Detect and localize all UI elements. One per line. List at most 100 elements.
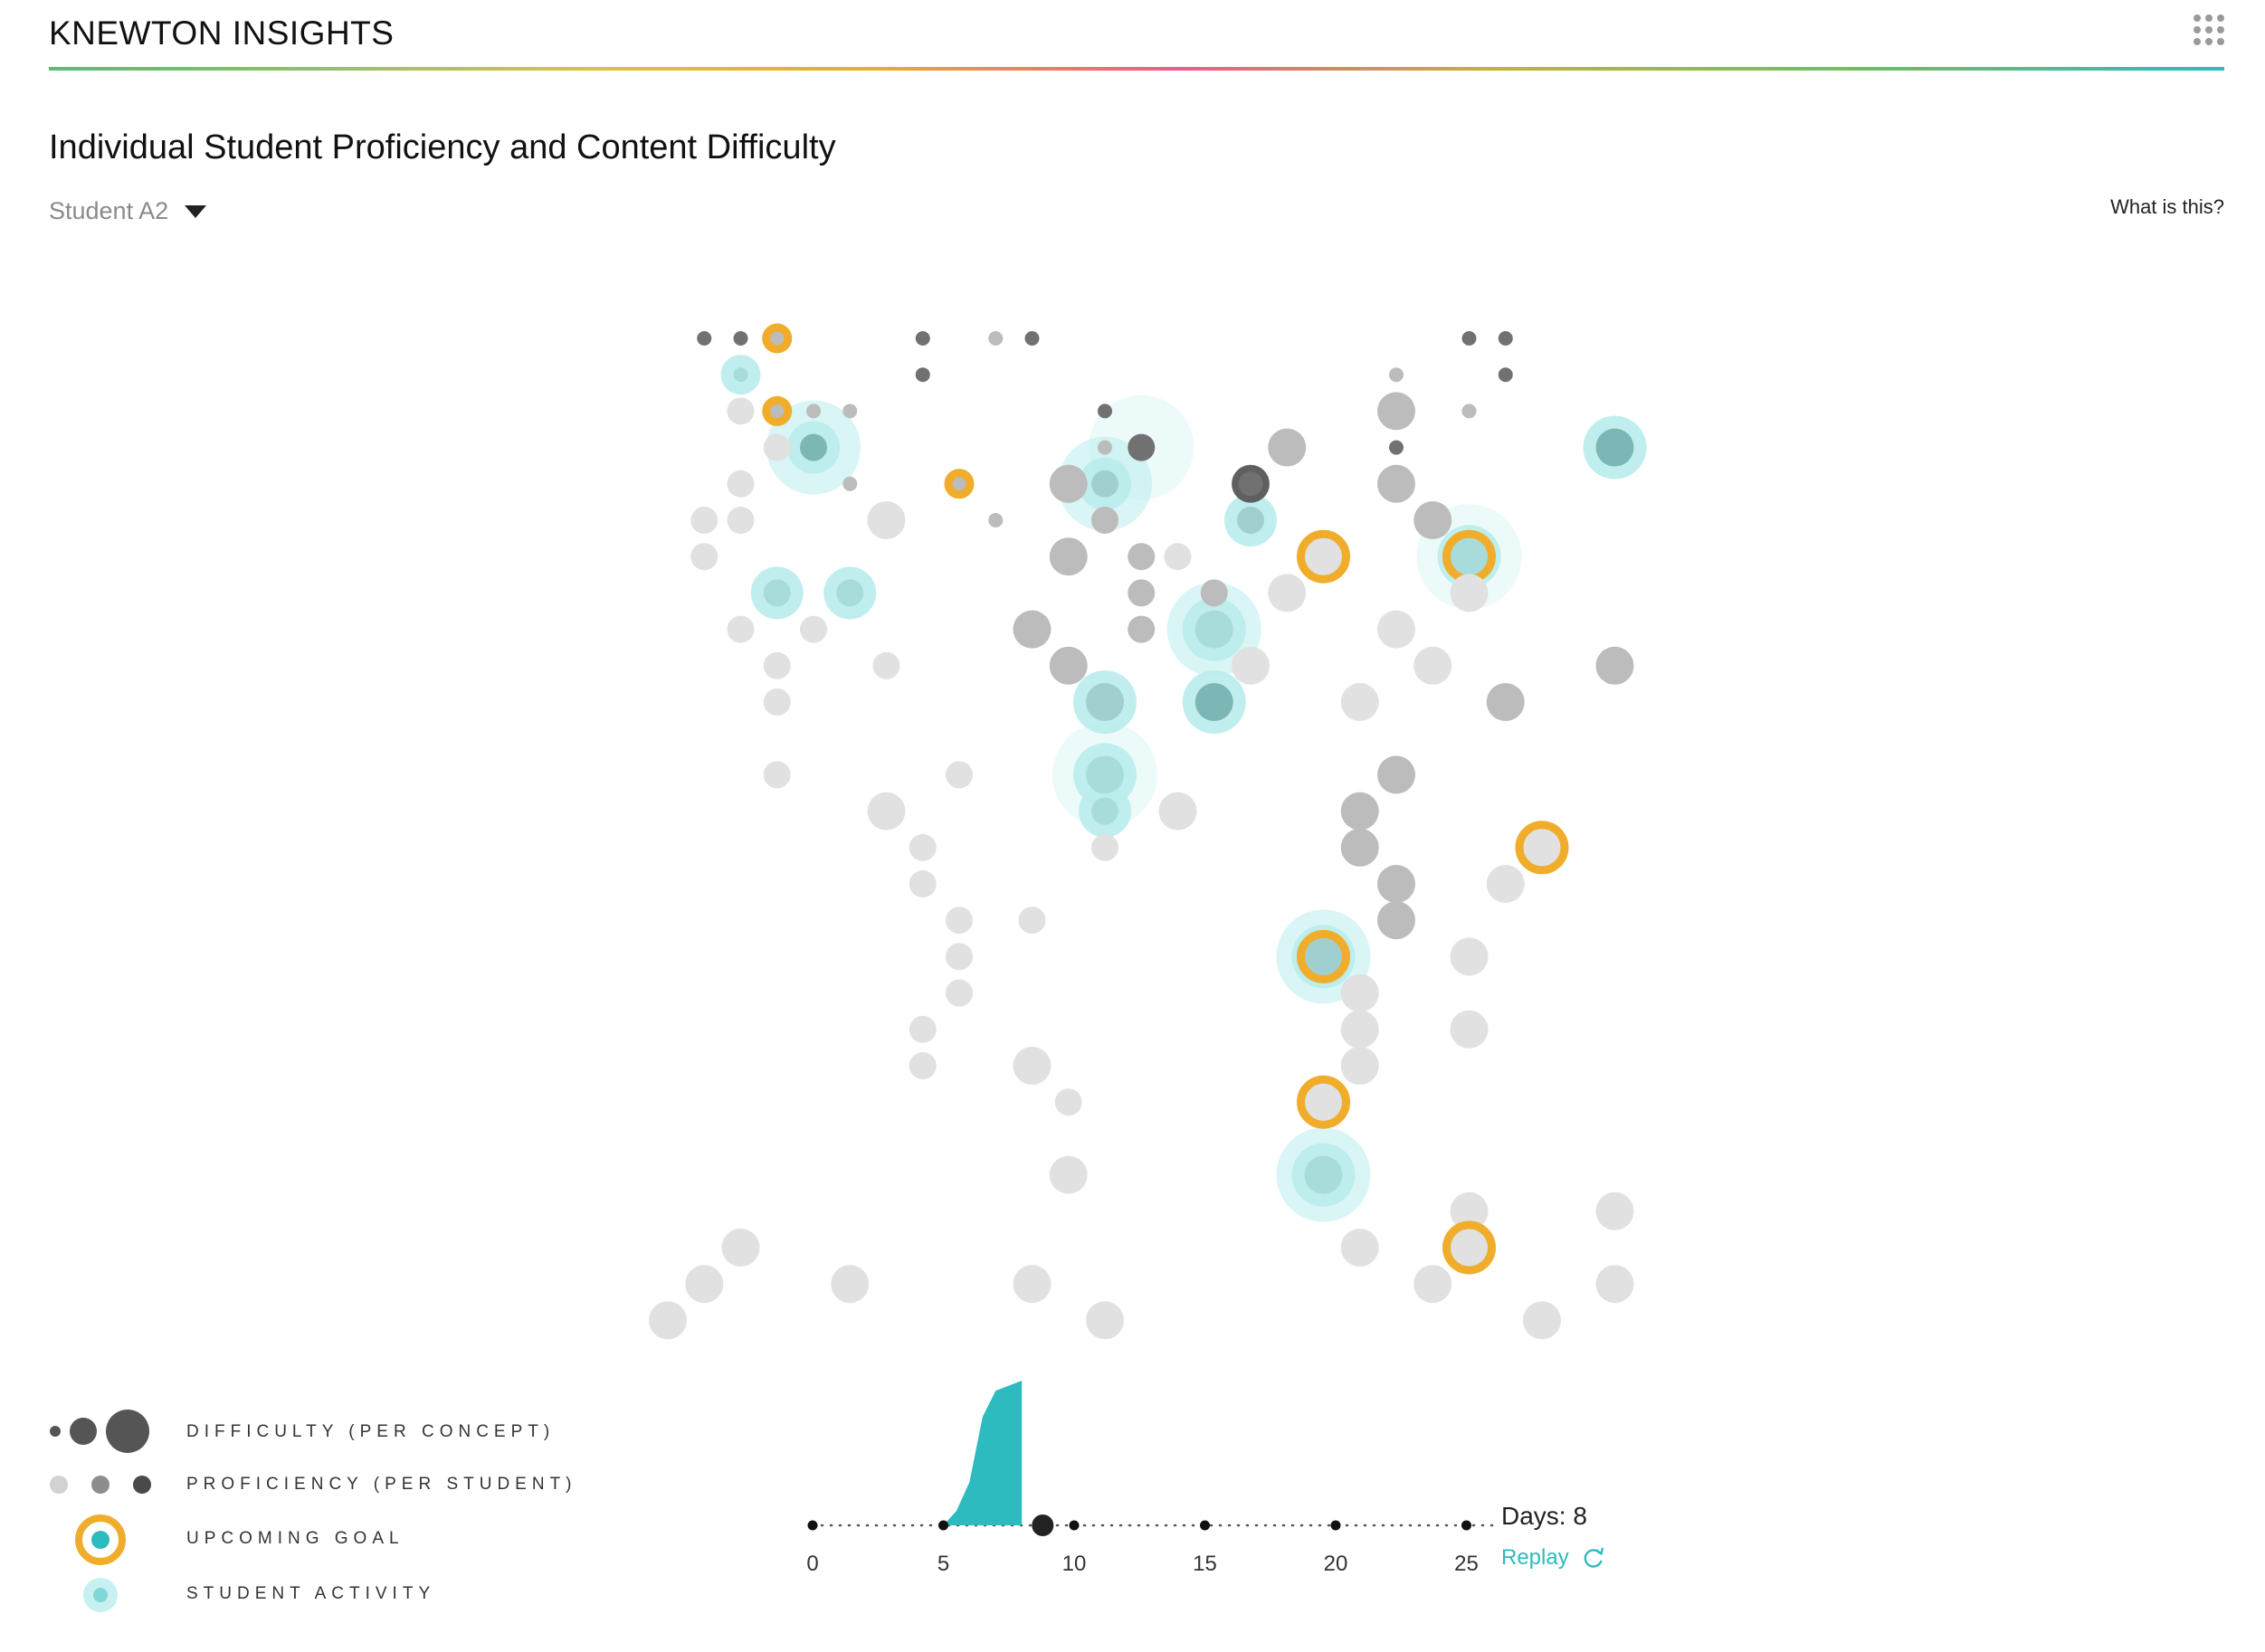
- concept-dot[interactable]: [1304, 1155, 1343, 1194]
- concept-dot[interactable]: [1461, 331, 1477, 346]
- concept-dot[interactable]: [1595, 646, 1634, 685]
- concept-dot[interactable]: [1304, 937, 1343, 976]
- concept-dot[interactable]: [1595, 428, 1634, 467]
- concept-dot[interactable]: [1086, 683, 1124, 721]
- concept-dot[interactable]: [1091, 507, 1118, 534]
- concept-dot[interactable]: [1194, 610, 1233, 649]
- concept-dot[interactable]: [1450, 937, 1489, 976]
- concept-dot[interactable]: [1523, 1301, 1561, 1340]
- concept-dot[interactable]: [1164, 543, 1192, 571]
- concept-dot[interactable]: [867, 792, 906, 831]
- concept-dot[interactable]: [1413, 501, 1452, 539]
- concept-dot[interactable]: [1268, 428, 1307, 467]
- concept-dot[interactable]: [1128, 615, 1156, 643]
- grid-menu-icon[interactable]: [2194, 14, 2224, 45]
- concept-dot[interactable]: [690, 507, 719, 534]
- concept-dot[interactable]: [1595, 1192, 1634, 1230]
- timeline-handle[interactable]: [1032, 1514, 1054, 1536]
- concept-dot[interactable]: [1098, 440, 1112, 455]
- concept-dot[interactable]: [1200, 579, 1228, 607]
- concept-dot[interactable]: [1413, 646, 1452, 685]
- concept-dot[interactable]: [1523, 828, 1561, 867]
- concept-dot[interactable]: [1450, 574, 1489, 612]
- concept-dot[interactable]: [649, 1301, 687, 1340]
- concept-dot[interactable]: [842, 404, 858, 419]
- replay-button[interactable]: Replay: [1501, 1545, 1605, 1571]
- concept-dot[interactable]: [1486, 865, 1525, 903]
- concept-dot[interactable]: [831, 1265, 870, 1304]
- concept-dot[interactable]: [1232, 646, 1270, 685]
- concept-dot[interactable]: [1128, 543, 1156, 571]
- caret-down-icon[interactable]: [185, 204, 207, 218]
- concept-dot[interactable]: [800, 615, 827, 643]
- concept-dot[interactable]: [1194, 683, 1233, 721]
- concept-dot[interactable]: [1450, 537, 1489, 576]
- concept-dot[interactable]: [769, 404, 785, 419]
- concept-dot[interactable]: [1268, 574, 1307, 612]
- concept-dot[interactable]: [1018, 907, 1046, 935]
- concept-dot[interactable]: [1389, 367, 1404, 383]
- concept-dot[interactable]: [1461, 404, 1477, 419]
- concept-dot[interactable]: [909, 1052, 937, 1079]
- concept-dot[interactable]: [1498, 331, 1513, 346]
- concept-dot[interactable]: [1498, 367, 1513, 383]
- concept-dot[interactable]: [1091, 470, 1118, 498]
- concept-dot[interactable]: [1091, 797, 1118, 825]
- concept-dot[interactable]: [727, 507, 755, 534]
- concept-dot[interactable]: [952, 476, 966, 491]
- concept-dot[interactable]: [727, 615, 755, 643]
- concept-dot[interactable]: [1340, 1047, 1379, 1085]
- concept-dot[interactable]: [909, 833, 937, 861]
- concept-dot[interactable]: [1595, 1265, 1634, 1304]
- concept-dot[interactable]: [733, 331, 748, 346]
- concept-dot[interactable]: [1450, 1010, 1489, 1049]
- concept-dot[interactable]: [946, 943, 973, 971]
- concept-dot[interactable]: [1413, 1265, 1452, 1304]
- concept-dot[interactable]: [1377, 464, 1415, 503]
- concept-dot[interactable]: [1377, 755, 1415, 794]
- concept-dot[interactable]: [836, 579, 864, 607]
- concept-dot[interactable]: [915, 367, 930, 383]
- concept-dot[interactable]: [727, 397, 755, 425]
- concept-dot[interactable]: [1377, 392, 1415, 431]
- concept-dot[interactable]: [690, 543, 719, 571]
- concept-dot[interactable]: [1054, 1088, 1082, 1116]
- concept-dot[interactable]: [1340, 1010, 1379, 1049]
- concept-dot[interactable]: [1340, 973, 1379, 1012]
- concept-dot[interactable]: [769, 331, 785, 346]
- concept-dot[interactable]: [1086, 755, 1124, 794]
- concept-dot[interactable]: [1128, 579, 1156, 607]
- concept-dot[interactable]: [988, 513, 1004, 527]
- concept-dot[interactable]: [1486, 683, 1525, 721]
- concept-dot[interactable]: [946, 907, 973, 935]
- concept-dot[interactable]: [946, 979, 973, 1007]
- concept-dot[interactable]: [1340, 792, 1379, 831]
- concept-dot[interactable]: [1450, 1192, 1489, 1230]
- concept-dot[interactable]: [1128, 433, 1156, 461]
- concept-dot[interactable]: [763, 579, 791, 607]
- concept-dot[interactable]: [800, 433, 827, 461]
- concept-dot[interactable]: [1013, 1265, 1052, 1304]
- concept-dot[interactable]: [763, 761, 791, 789]
- concept-dot[interactable]: [763, 433, 791, 461]
- concept-dot[interactable]: [1013, 1047, 1052, 1085]
- concept-dot[interactable]: [806, 404, 821, 419]
- concept-dot[interactable]: [727, 470, 755, 498]
- concept-dot[interactable]: [1049, 464, 1088, 503]
- concept-dot[interactable]: [1024, 331, 1040, 346]
- concept-dot[interactable]: [909, 1015, 937, 1043]
- concept-dot[interactable]: [1304, 1083, 1343, 1122]
- concept-dot[interactable]: [1340, 1229, 1379, 1267]
- concept-dot[interactable]: [872, 651, 900, 679]
- concept-dot[interactable]: [1158, 792, 1197, 831]
- timeline[interactable]: 0 5 10 15 20 25: [806, 1381, 1494, 1576]
- concept-dot[interactable]: [1377, 901, 1415, 940]
- concept-dot[interactable]: [685, 1265, 724, 1304]
- concept-dot[interactable]: [763, 651, 791, 679]
- concept-dot[interactable]: [915, 331, 930, 346]
- concept-dot[interactable]: [842, 476, 858, 491]
- concept-dot[interactable]: [721, 1229, 760, 1267]
- concept-dot[interactable]: [909, 870, 937, 897]
- concept-dot[interactable]: [1049, 1155, 1088, 1194]
- concept-dot[interactable]: [1049, 646, 1088, 685]
